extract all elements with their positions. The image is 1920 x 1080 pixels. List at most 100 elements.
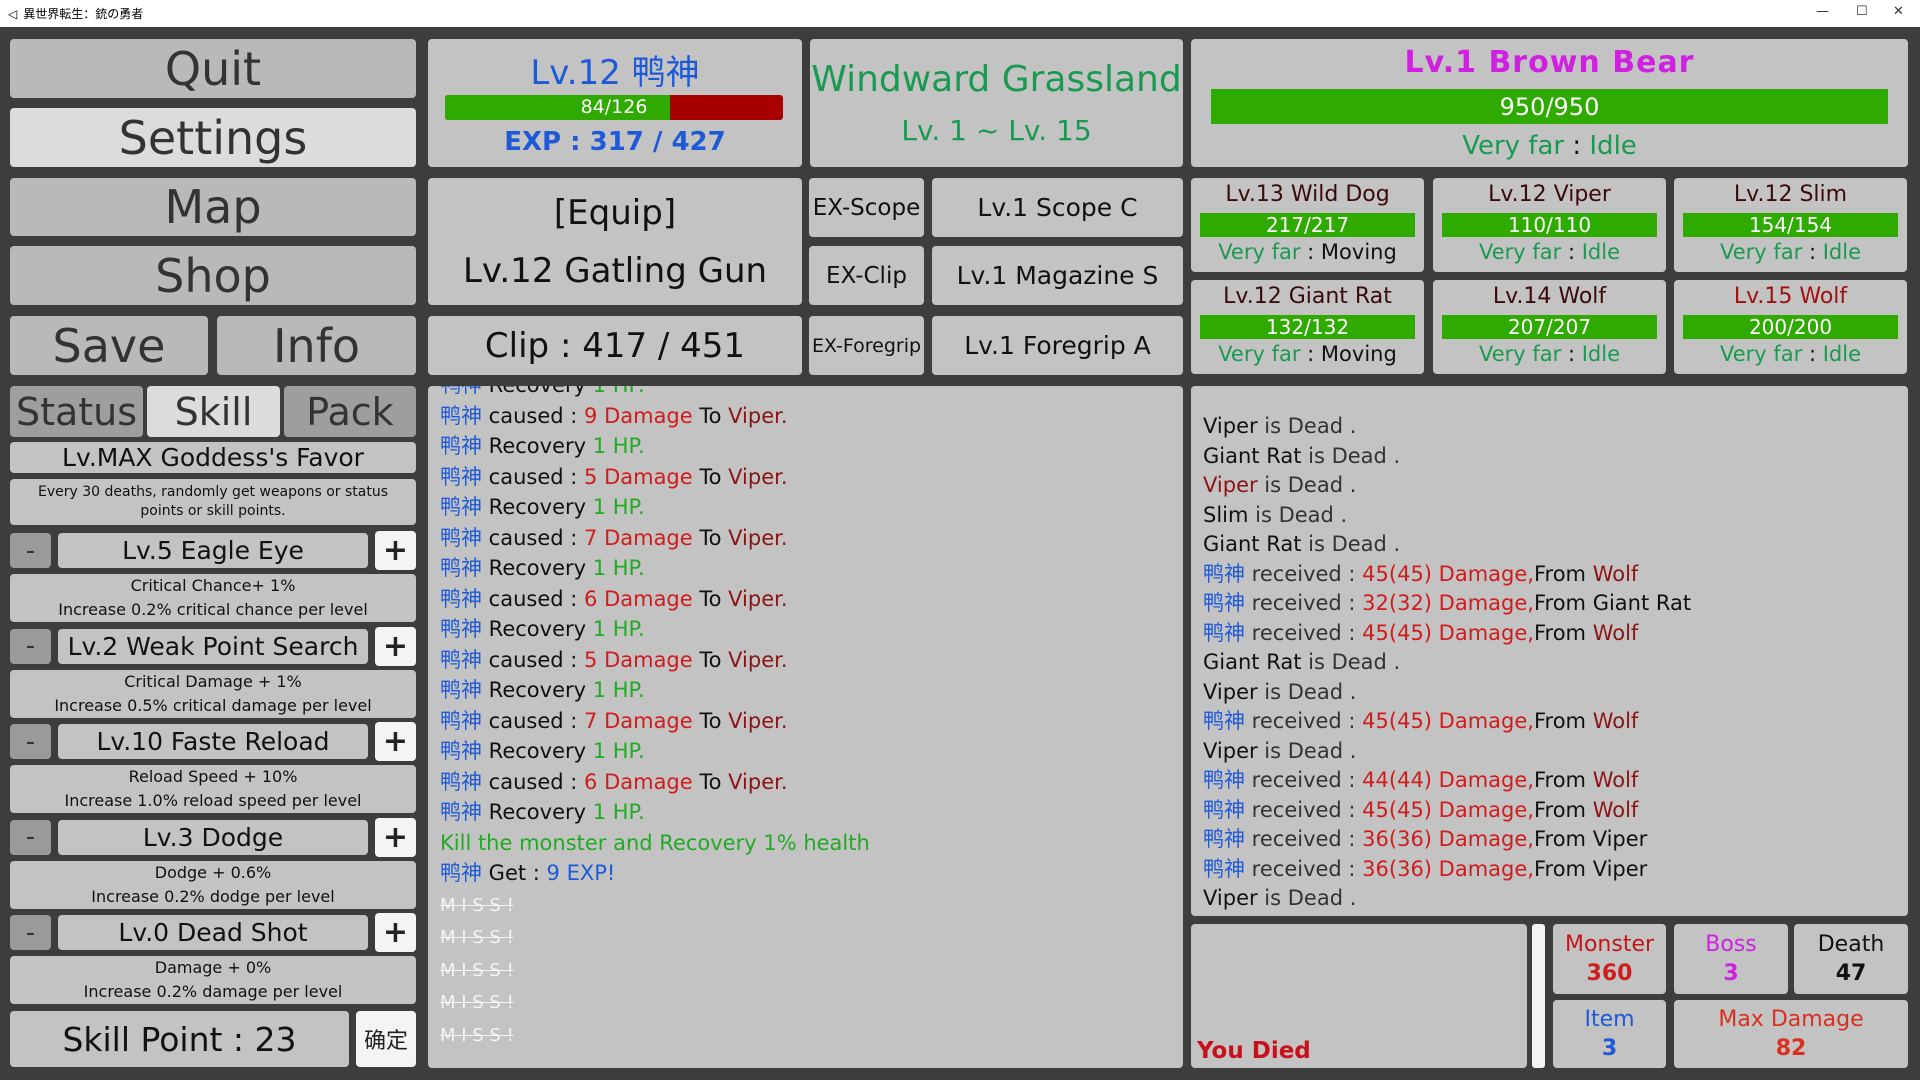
boss-sep: : (1564, 131, 1590, 161)
attachment-slot-label: EX-Clip (826, 262, 907, 289)
log-segment: is Dead . (1248, 502, 1348, 527)
skill-name-text: Lv.3 Dodge (142, 822, 284, 852)
log-segment: 1 HP. (592, 495, 645, 519)
confirm-button[interactable]: 确定 (356, 1011, 416, 1067)
skill-name[interactable]: Lv.2 Weak Point Search (58, 628, 368, 664)
close-icon[interactable]: ✕ (1893, 4, 1904, 19)
monster-state: Idle (1581, 342, 1620, 366)
log-segment: From (1533, 709, 1593, 733)
passive-skill-title: Lv.MAX Goddess's Favor (10, 442, 416, 473)
monster-distance: Very far (1218, 342, 1301, 366)
log-segment: 6 Damage (584, 769, 693, 794)
skill-name[interactable]: Lv.3 Dodge (58, 819, 368, 855)
log-segment: 鸭神 (1203, 768, 1245, 792)
log-segment: received : (1245, 856, 1363, 881)
skill-growth: Increase 0.2% dodge per level (91, 886, 335, 906)
stat-boss: Boss 3 (1674, 924, 1788, 994)
skill-decrease-button[interactable]: - (10, 819, 51, 855)
skill-name-text: Lv.2 Weak Point Search (67, 631, 359, 661)
monster-hp-text: 200/200 (1748, 315, 1833, 339)
area-panel[interactable]: Windward Grassland Lv. 1 ~ Lv. 15 (810, 39, 1183, 167)
monster-card[interactable]: Lv.15 Wolf 200/200 Very far : Idle (1674, 280, 1907, 374)
skill-increase-button[interactable]: + (375, 626, 416, 666)
log-segment: Viper (1203, 738, 1258, 763)
monster-card[interactable]: Lv.14 Wolf 207/207 Very far : Idle (1433, 280, 1666, 374)
log-segment: caused : (482, 464, 585, 489)
stat-max-damage-label: Max Damage (1718, 1007, 1864, 1032)
map-button[interactable]: Map (10, 178, 416, 236)
battle-log[interactable]: 鸭神 Recovery 1 HP. 鸭神 caused : 9 Damage To… (428, 386, 1183, 1068)
monster-state: Idle (1581, 240, 1620, 264)
monster-sep: : (1561, 342, 1582, 366)
log-line: 鸭神 Recovery 1 HP. (440, 492, 1183, 523)
monster-card[interactable]: Lv.13 Wild Dog 217/217 Very far : Moving (1191, 178, 1424, 272)
skill-decrease-button[interactable]: - (10, 628, 51, 664)
log-segment: To (692, 647, 729, 672)
attachment-slot[interactable]: EX-Clip (809, 246, 924, 305)
skill-desc: Critical Damage + 1% Increase 0.5% critic… (10, 669, 416, 718)
settings-button[interactable]: Settings (10, 108, 416, 167)
attachment-item[interactable]: Lv.1 Scope C (932, 178, 1183, 237)
log-segment: 鸭神 (440, 861, 482, 885)
log-line: 鸭神 received : 32(32) Damage,From Giant R… (1203, 589, 1908, 619)
quit-button[interactable]: Quit (10, 39, 416, 98)
attachment-slot[interactable]: EX-Scope (809, 178, 924, 237)
boss-hp-bar: 950/950 (1211, 89, 1888, 124)
event-log[interactable]: Viper is Dead . Giant Rat is Dead . Viper … (1191, 386, 1908, 916)
monster-card[interactable]: Lv.12 Viper 110/110 Very far : Idle (1433, 178, 1666, 272)
log-segment: 鸭神 (440, 403, 482, 428)
shop-button[interactable]: Shop (10, 246, 416, 305)
stat-monster: Monster 360 (1553, 924, 1666, 994)
attachment-slot[interactable]: EX-Foregrip (809, 316, 924, 375)
log-segment: 9 EXP! (546, 861, 616, 885)
player-exp: EXP : 317 / 427 (504, 127, 726, 157)
log-segment: To (692, 769, 729, 794)
skill-decrease-button[interactable]: - (10, 915, 51, 950)
clip-display: Clip : 417 / 451 (428, 316, 802, 375)
save-button[interactable]: Save (10, 316, 208, 375)
skill-increase-button[interactable]: + (375, 722, 416, 761)
log-line: M I S S ! (440, 1019, 1183, 1052)
log-segment: caused : (482, 525, 585, 550)
skill-decrease-button[interactable]: - (10, 533, 51, 568)
log-segment: Recovery (482, 434, 593, 458)
skill-decrease-button[interactable]: - (10, 724, 51, 759)
log-line: 鸭神 received : 45(45) Damage,From Wolf (1203, 707, 1908, 737)
skill-name[interactable]: Lv.5 Eagle Eye (58, 533, 368, 568)
monster-sep: : (1300, 240, 1321, 264)
boss-panel[interactable]: Lv.1 Brown Bear 950/950 Very far : Idle (1191, 39, 1908, 167)
skill-increase-button[interactable]: + (375, 531, 416, 570)
monster-state: Idle (1822, 240, 1861, 264)
log-segment: From (1533, 591, 1593, 615)
info-button[interactable]: Info (217, 316, 416, 375)
log-segment: 鸭神 (1203, 561, 1245, 586)
stat-monster-label: Monster (1564, 932, 1655, 957)
tab-pack[interactable]: Pack (284, 386, 416, 437)
maximize-icon[interactable]: ☐ (1856, 4, 1868, 19)
log-line: M I S S ! (440, 921, 1183, 954)
monster-card[interactable]: Lv.12 Giant Rat 132/132 Very far : Movin… (1191, 280, 1424, 374)
attachment-item[interactable]: Lv.1 Foregrip A (932, 316, 1183, 375)
skill-effect: Damage + 0% (154, 958, 272, 977)
log-segment: M I S S ! (440, 1024, 514, 1046)
skill-increase-button[interactable]: + (375, 913, 416, 952)
equip-panel[interactable]: [Equip] Lv.12 Gatling Gun (428, 178, 802, 305)
log-segment: 鸭神 (1203, 620, 1245, 645)
log-line: 鸭神 caused : 9 Damage To Viper. (440, 401, 1183, 432)
attachment-item[interactable]: Lv.1 Magazine S (932, 246, 1183, 305)
log-segment: M I S S ! (440, 992, 514, 1013)
tab-skill[interactable]: Skill (147, 386, 280, 437)
log-line: 鸭神 caused : 7 Damage To Viper. (440, 706, 1183, 737)
log-segment: 5 Damage (584, 464, 693, 489)
skill-name-text: Lv.0 Dead Shot (118, 918, 308, 947)
skill-name[interactable]: Lv.0 Dead Shot (58, 915, 368, 950)
monster-card[interactable]: Lv.12 Slim 154/154 Very far : Idle (1674, 178, 1907, 272)
tab-status[interactable]: Status (10, 386, 143, 437)
window-title: 異世界転生：銃の勇者 (23, 7, 144, 21)
minimize-icon[interactable]: — (1816, 4, 1829, 19)
skill-increase-button[interactable]: + (375, 817, 416, 857)
skill-name[interactable]: Lv.10 Faste Reload (58, 724, 368, 759)
log-line: Viper is Dead . (1203, 471, 1908, 501)
message-scrollbar[interactable] (1532, 924, 1545, 1068)
log-segment: M I S S ! (440, 894, 514, 916)
